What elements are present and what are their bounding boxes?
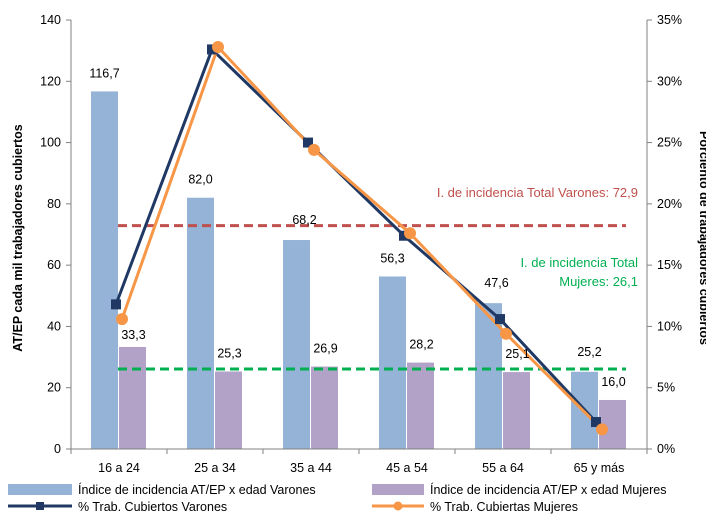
y-left-tick-label-4: 80 xyxy=(47,197,61,211)
point-varones-1 xyxy=(207,44,217,55)
point-mujeres-4 xyxy=(500,327,512,340)
y-right-tick-label-4: 20% xyxy=(657,197,682,211)
y-left-tick-label-6: 120 xyxy=(40,74,61,88)
bar-mujeres-0 xyxy=(119,346,146,449)
x-tick-label-2: 35 a 44 xyxy=(290,461,332,475)
data-label-varones-2: 68,2 xyxy=(292,213,316,227)
y-axis-left-title: AT/EP cada mil trabajadores cubiertos xyxy=(11,124,25,351)
y-right-tick-label-3: 15% xyxy=(657,258,682,272)
bar-varones-0 xyxy=(91,91,118,449)
point-mujeres-2 xyxy=(308,143,320,156)
y-axis-right-title: Porciento de trabajadores cubiertos xyxy=(697,131,706,345)
data-label-varones-3: 56,3 xyxy=(380,251,404,265)
bars-layer xyxy=(91,91,626,449)
point-mujeres-0 xyxy=(116,313,128,326)
bar-varones-1 xyxy=(187,197,214,449)
y-right-tick-label-2: 10% xyxy=(657,319,682,333)
data-labels-layer: 116,7 82,0 68,2 56,3 47,6 25,2 33,3 25,3 26,9 28,… xyxy=(89,66,625,389)
line-varones xyxy=(114,47,598,424)
point-varones-4 xyxy=(495,314,505,325)
x-tick-label-1: 25 a 34 xyxy=(194,461,236,475)
bar-mujeres-1 xyxy=(215,371,242,449)
y-right-tick-label-0: 0% xyxy=(657,442,675,456)
bar-mujeres-2 xyxy=(311,366,338,449)
data-label-mujeres-3: 28,2 xyxy=(409,338,433,352)
y-left-tick-label-7: 140 xyxy=(40,13,61,27)
legend: Índice de incidencia AT/EP x edad Varone… xyxy=(8,482,666,514)
y-right-tick-label-5: 25% xyxy=(657,136,682,150)
bar-varones-3 xyxy=(379,276,406,449)
y-right-tick-label-1: 5% xyxy=(657,381,675,395)
y-right-tick-label-7: 35% xyxy=(657,13,682,27)
x-tick-label-0: 16 a 24 xyxy=(98,461,140,475)
y-left-tick-label-0: 0 xyxy=(54,442,61,456)
point-varones-0 xyxy=(111,299,121,310)
y-right-tick-label-6: 30% xyxy=(657,74,682,88)
y-left-tick-label-1: 20 xyxy=(47,381,61,395)
legend-label-mujeres-line: % Trab. Cubiertas Mujeres xyxy=(430,500,578,514)
x-tick-label-4: 55 a 64 xyxy=(482,461,524,475)
point-mujeres-1 xyxy=(212,40,224,53)
data-label-mujeres-4: 25,1 xyxy=(505,347,529,361)
reference-label-1-0: I. de incidencia Total xyxy=(520,255,638,270)
line-mujeres xyxy=(120,45,604,431)
legend-label-varones-line: % Trab. Cubiertos Varones xyxy=(78,500,227,514)
legend-marker-square xyxy=(36,502,44,510)
legend-label-mujeres-bar: Índice de incidencia AT/EP x edad Mujere… xyxy=(430,482,666,497)
data-label-mujeres-5: 16,0 xyxy=(601,375,625,389)
bar-mujeres-4 xyxy=(503,372,530,449)
point-varones-2 xyxy=(303,137,313,148)
reference-label-0-0: I. de incidencia Total Varones: 72,9 xyxy=(437,185,638,200)
legend-swatch-mujeres-bar xyxy=(372,484,424,495)
x-tick-label-3: 45 a 54 xyxy=(386,461,428,475)
reference-label-1-1: Mujeres: 26,1 xyxy=(559,274,638,289)
bar-varones-2 xyxy=(283,240,310,449)
y-left-tick-label-5: 100 xyxy=(40,136,61,150)
data-label-mujeres-0: 33,3 xyxy=(121,328,145,342)
point-mujeres-3 xyxy=(404,227,416,240)
point-varones-5 xyxy=(591,417,601,428)
x-tick-label-5: 65 y más xyxy=(574,461,625,475)
data-label-mujeres-1: 25,3 xyxy=(217,346,241,360)
point-mujeres-5 xyxy=(596,423,608,436)
legend-marker-circle xyxy=(393,501,403,511)
legend-label-varones-bar: Índice de incidencia AT/EP x edad Varone… xyxy=(78,482,316,497)
axes-layer: 0 20 40 60 80 100 120 140 0% 5% 10% 15% 20% 25% 30% 35%… xyxy=(40,13,682,475)
point-varones-3 xyxy=(399,230,409,241)
bar-varones-4 xyxy=(475,303,502,449)
y-left-tick-label-2: 40 xyxy=(47,319,61,333)
lines-layer xyxy=(111,40,608,436)
data-label-varones-5: 25,2 xyxy=(577,345,601,359)
legend-swatch-varones-bar xyxy=(8,484,72,495)
bar-mujeres-3 xyxy=(407,362,434,449)
data-label-varones-1: 82,0 xyxy=(188,173,212,187)
data-label-varones-4: 47,6 xyxy=(484,276,508,290)
data-label-mujeres-2: 26,9 xyxy=(313,342,337,356)
y-left-tick-label-3: 60 xyxy=(47,258,61,272)
reference-lines-layer: I. de incidencia Total Varones: 72,9 I. d… xyxy=(118,185,638,371)
data-label-varones-0: 116,7 xyxy=(89,66,119,80)
